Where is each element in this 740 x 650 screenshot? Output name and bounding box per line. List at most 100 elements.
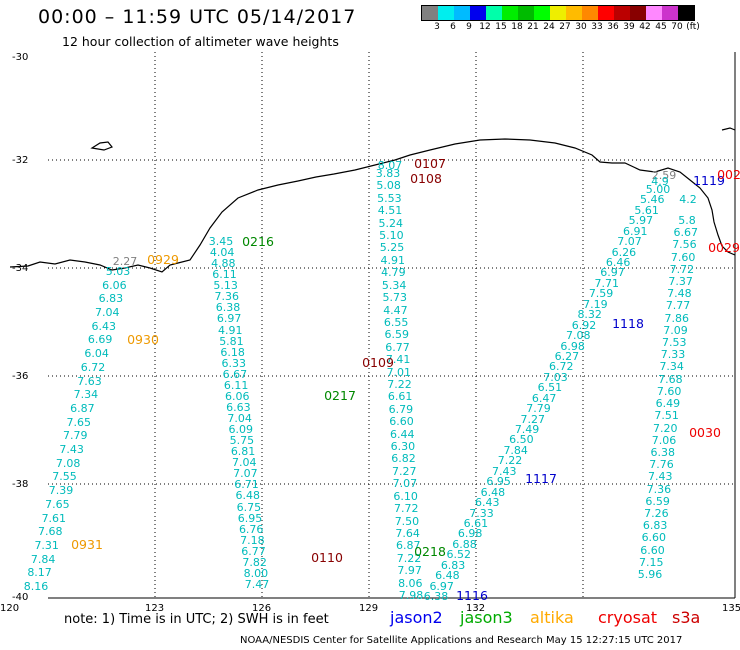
wave-height-value: 5.34	[381, 278, 407, 292]
wave-height-value: 8.00	[243, 566, 269, 580]
wave-height-value: 6.51	[537, 381, 563, 395]
wave-height-value: 7.07	[233, 467, 258, 481]
wave-height-value: 7.72	[669, 262, 695, 276]
wave-height-value: 7.43	[647, 470, 673, 484]
color-swatch	[518, 6, 534, 20]
wave-height-value: 6.59	[384, 328, 410, 342]
wave-height-value: 8.17	[27, 566, 52, 580]
wave-height-value: 5.96	[637, 568, 663, 581]
wave-height-value: 7.22	[396, 551, 422, 565]
color-swatch	[566, 6, 582, 20]
wave-height-value: 7.60	[670, 250, 696, 264]
wave-height-value: 6.98	[457, 527, 483, 541]
lat-tick: -34	[12, 263, 29, 274]
wave-height-value: 6.82	[391, 452, 416, 466]
wave-height-value: 7.36	[214, 290, 240, 304]
wave-height-value: 2.27	[112, 255, 138, 268]
pass-label: 0107	[414, 156, 446, 171]
wave-height-value: 6.75	[236, 500, 262, 514]
wave-height-value: 6.52	[446, 548, 472, 562]
pass-label: 1116	[456, 588, 488, 603]
color-scale-labels: 3 6 9 12 15 18 21 24 27 30 33 36 39 42 45 70 (ft)	[421, 22, 740, 34]
wave-height-value: 7.43	[492, 464, 517, 478]
wave-height-value: 7.56	[672, 238, 697, 252]
color-scale-label: 39	[623, 22, 635, 32]
pass-label: 0029	[708, 240, 740, 255]
wave-height-value: 7.65	[45, 497, 70, 511]
wave-height-value: 6.18	[220, 345, 245, 359]
wave-height-value: 7.72	[394, 502, 419, 516]
wave-height-value: 6.11	[223, 378, 249, 392]
wave-height-value: 7.08	[566, 329, 591, 343]
wave-height-value: 5.81	[219, 334, 244, 348]
wave-height-value: 7.98	[398, 589, 424, 602]
wave-height-value: 7.64	[395, 526, 420, 540]
wave-height-value: 6.38	[650, 445, 676, 459]
wave-height-value: 6.98	[560, 339, 585, 353]
lat-tick: -32	[12, 155, 29, 166]
wave-height-value: 6.72	[80, 360, 106, 374]
wave-height-value: 6.46	[605, 256, 631, 270]
wave-height-value: 7.84	[503, 443, 528, 457]
wave-height-value: 6.72	[548, 360, 574, 374]
color-swatch	[678, 6, 694, 20]
wave-height-value: 6.67	[673, 226, 698, 240]
wave-height-value: 6.43	[474, 496, 500, 510]
wave-height-value: 7.34	[659, 360, 684, 374]
wave-height-value: 7.41	[385, 353, 411, 367]
pass-label: 002	[717, 167, 740, 182]
wave-height-value: 7.08	[55, 456, 81, 470]
color-swatch	[454, 6, 470, 20]
wave-height-value: 6.81	[230, 445, 256, 459]
wave-height-value: 7.33	[660, 348, 686, 362]
wave-height-value: 8.16	[23, 580, 49, 593]
wave-height-value: 4.47	[383, 303, 408, 317]
wave-height-value: 7.04	[227, 412, 252, 426]
wave-height-value: 7.55	[52, 470, 77, 484]
wave-height-value: 7.68	[658, 372, 683, 386]
wave-height-value: 6.91	[622, 224, 648, 238]
wave-height-value: 6.63	[226, 400, 251, 414]
legend-s3a: s3a	[672, 608, 701, 627]
wave-height-value: 5.75	[229, 434, 255, 448]
color-swatch	[614, 6, 630, 20]
wave-height-value: 4.04	[209, 246, 235, 260]
wave-height-value: 7.68	[38, 525, 63, 539]
color-swatch	[598, 6, 614, 20]
wave-height-value: 6.10	[393, 489, 418, 503]
legend-cryosat: cryosat	[598, 608, 658, 627]
lat-tick: -30	[12, 52, 29, 63]
color-swatch	[630, 6, 646, 20]
color-scale-label: 15	[495, 22, 507, 32]
wave-height-value: 6.97	[600, 266, 625, 280]
color-scale-label: 42	[639, 22, 651, 32]
color-scale-label: 45	[655, 22, 667, 32]
wave-height-value: 5.13	[213, 279, 238, 293]
wave-height-value: 3.45	[208, 235, 234, 248]
wave-height-value: 3.83	[375, 167, 401, 180]
color-swatch	[470, 6, 486, 20]
lon-tick: 123	[145, 603, 165, 614]
wave-height-value: 6.30	[390, 440, 416, 454]
map-frame	[48, 52, 736, 599]
color-scale-bar	[421, 5, 695, 21]
pass-label: 1118	[612, 316, 644, 331]
pass-label: 0929	[147, 252, 179, 267]
color-scale-label: 36	[607, 22, 619, 32]
wave-height-value: 6.97	[429, 579, 454, 593]
wave-height-value: 6.11	[212, 268, 237, 282]
wave-height-value: 5.46	[640, 193, 665, 207]
wave-height-value: 7.27	[520, 412, 546, 426]
map-subtitle: 12 hour collection of altimeter wave hei…	[62, 34, 339, 49]
wave-height-value: 6.67	[222, 367, 248, 381]
wave-height-value: 6.87	[396, 539, 421, 553]
pass-label: 0218	[414, 544, 446, 559]
wave-height-value: 6.92	[571, 318, 597, 332]
wave-height-value: 6.49	[655, 397, 681, 411]
wave-height-value: 5.10	[379, 229, 404, 243]
wave-height-value: 7.82	[242, 555, 267, 569]
lon-tick: 135	[722, 603, 740, 614]
legend-jason3: jason3	[460, 608, 513, 627]
wave-height-value: 6.04	[84, 347, 109, 361]
pass-label: 0931	[71, 537, 103, 552]
